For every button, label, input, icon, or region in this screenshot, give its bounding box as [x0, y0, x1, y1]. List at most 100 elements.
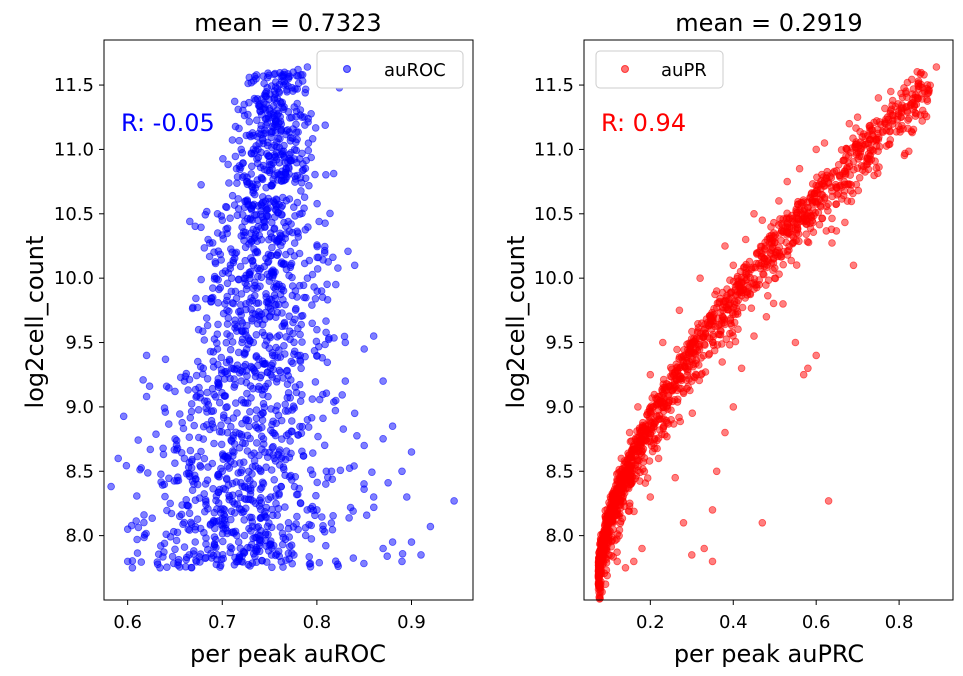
left-scatter-point: [279, 81, 288, 89]
left-scatter-point: [176, 563, 184, 571]
left-scatter-point: [219, 413, 228, 422]
right-scatter-point: [765, 234, 773, 243]
left-scatter-point: [269, 541, 278, 550]
left-scatter-point: [251, 184, 260, 192]
left-scatter-point: [193, 303, 202, 312]
right-scatter-point: [596, 594, 604, 602]
right-scatter-point: [837, 195, 846, 203]
right-scatter-point: [856, 128, 864, 136]
left-scatter-point: [287, 541, 296, 549]
left-scatter-point: [256, 485, 265, 494]
left-scatter-point: [360, 480, 368, 488]
left-scatter-point: [133, 535, 141, 544]
left-scatter-point: [123, 525, 132, 533]
left-scatter-point: [247, 451, 256, 460]
left-legend-label: auROC: [384, 60, 446, 81]
left-scatter-point: [182, 369, 191, 378]
left-scatter-point: [334, 264, 342, 272]
left-scatter-point: [219, 155, 227, 163]
right-scatter-point: [779, 300, 787, 308]
left-scatter-point: [187, 407, 196, 416]
left-y-tick-label: 10.0: [54, 268, 94, 289]
left-scatter-point: [283, 173, 291, 181]
left-scatter-point: [167, 509, 176, 518]
left-scatter-point: [209, 518, 217, 527]
right-y-tick-label: 10.0: [534, 268, 574, 289]
left-scatter-point: [201, 507, 209, 516]
left-scatter-point: [265, 277, 274, 285]
right-scatter-point: [790, 238, 798, 246]
right-scatter-point: [687, 551, 696, 559]
left-scatter-point: [217, 555, 226, 564]
right-scatter-point: [688, 355, 697, 364]
left-scatter-point: [275, 331, 284, 340]
right-scatter-point: [853, 113, 862, 121]
right-scatter-point: [717, 340, 726, 348]
left-scatter-point: [277, 258, 286, 266]
left-scatter-point: [160, 548, 168, 556]
left-scatter-point: [331, 396, 340, 405]
left-scatter-point: [379, 377, 387, 385]
left-scatter-point: [204, 545, 212, 554]
left-scatter-point: [186, 217, 194, 226]
left-scatter-point: [339, 425, 348, 433]
left-scatter-point: [298, 71, 307, 79]
left-scatter-point: [207, 416, 216, 425]
left-scatter-point: [290, 315, 299, 324]
left-scatter-point: [203, 207, 211, 216]
right-scatter-point: [815, 220, 824, 229]
left-scatter-point: [210, 272, 219, 281]
left-scatter-point: [267, 361, 276, 370]
right-scatter-point: [654, 434, 663, 442]
left-scatter-point: [228, 136, 237, 144]
right-scatter-point: [636, 437, 644, 446]
left-scatter-point: [251, 291, 259, 300]
right-scatter-point: [625, 428, 634, 437]
left-scatter-point: [232, 399, 240, 407]
left-scatter-point: [293, 99, 302, 108]
left-scatter-point: [283, 366, 292, 375]
left-scatter-point: [302, 156, 311, 165]
left-scatter-point: [241, 274, 249, 283]
right-scatter-point: [922, 112, 931, 121]
left-scatter-point: [256, 282, 264, 291]
right-scatter-point: [613, 557, 621, 566]
left-scatter-point: [219, 504, 228, 513]
right-legend-label: auPR: [661, 60, 707, 81]
left-y-tick-label: 8.5: [65, 461, 94, 482]
left-scatter-point: [290, 551, 298, 559]
right-scatter-point: [667, 415, 675, 424]
left-scatter-point: [298, 447, 306, 456]
left-scatter-point: [336, 466, 345, 475]
left-scatter-point: [284, 429, 293, 438]
left-scatter-point: [286, 376, 295, 384]
right-scatter-point: [754, 249, 762, 257]
left-scatter-point: [194, 405, 203, 414]
left-scatter-point: [262, 150, 271, 158]
left-scatter-point: [242, 300, 250, 308]
left-scatter-point: [264, 546, 273, 555]
left-scatter-point: [203, 421, 211, 429]
right-scatter-point: [742, 268, 751, 277]
left-scatter-point: [252, 211, 261, 219]
left-scatter-point: [341, 338, 350, 347]
right-scatter-point: [624, 451, 633, 460]
right-axes-frame: [583, 39, 954, 601]
left-scatter-point: [212, 492, 221, 500]
right-scatter-point: [729, 261, 738, 270]
left-y-tick-label: 9.0: [65, 397, 94, 418]
right-scatter-point: [692, 334, 701, 342]
left-scatter-point: [268, 243, 276, 252]
left-scatter-point: [209, 284, 217, 292]
left-scatter-point: [265, 312, 274, 321]
left-scatter-point: [243, 389, 251, 398]
left-scatter-point: [321, 480, 330, 488]
left-scatter-point: [350, 261, 359, 270]
left-scatter-point: [140, 533, 148, 542]
left-scatter-point: [209, 293, 217, 302]
left-scatter-point: [313, 506, 321, 514]
right-scatter-point: [906, 101, 915, 110]
right-scatter-point: [666, 363, 675, 372]
left-scatter-point: [259, 359, 268, 368]
left-scatter-point: [285, 227, 294, 236]
